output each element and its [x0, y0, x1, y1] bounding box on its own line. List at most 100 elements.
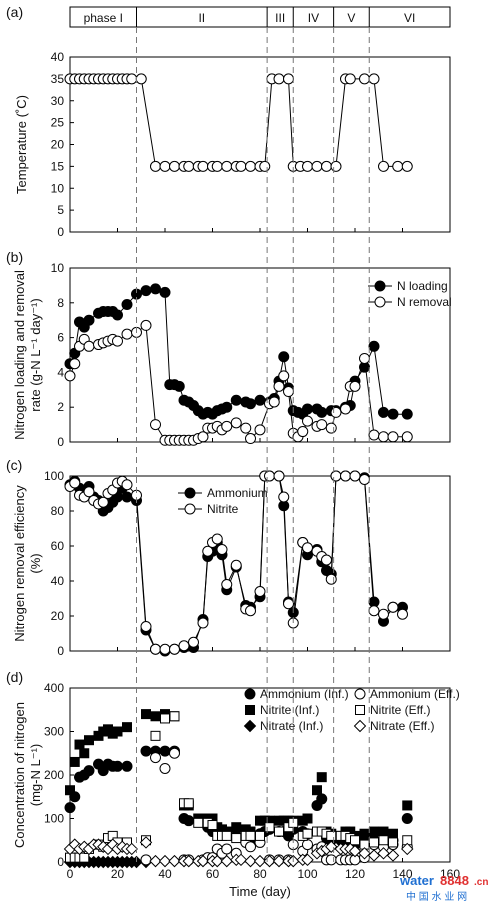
data-point [401, 813, 413, 824]
watermark-number: 8848 [440, 873, 469, 888]
panel-label: (a) [6, 4, 23, 20]
data-point [234, 853, 248, 867]
data-point [330, 406, 342, 418]
phase-label: IV [308, 11, 319, 25]
data-point [159, 745, 171, 757]
data-point [302, 839, 313, 851]
data-point [387, 408, 399, 420]
data-point [230, 417, 242, 429]
legend-marker [184, 503, 196, 515]
data-point [126, 73, 138, 85]
data-point [140, 745, 152, 757]
phase-label: III [275, 11, 285, 25]
legend-d: Ammonium (Inf.) Ammonium (Eff.) Nitrite (I… [243, 687, 460, 733]
data-point [302, 415, 313, 427]
phase-bar: phase I II III IV V VI [69, 6, 451, 28]
data-point [302, 813, 313, 824]
data-point [316, 419, 328, 431]
legend-label: Nitrate (Inf.) [260, 719, 323, 733]
data-point [141, 709, 151, 720]
data-point [330, 160, 342, 172]
data-point [325, 422, 337, 434]
data-point [121, 491, 133, 503]
data-point [83, 486, 95, 498]
data-point [350, 835, 360, 846]
data-point [140, 621, 152, 632]
data-point [255, 830, 265, 841]
data-point [83, 340, 95, 352]
data-point [278, 491, 290, 503]
data-point [220, 854, 233, 868]
data-point [378, 431, 389, 443]
panel-b: 0 2 4 6 8 10 Nitrogen loading and removal rate … [6, 249, 452, 449]
series-b-0 [64, 283, 413, 420]
legend-marker [245, 705, 255, 715]
data-point [359, 73, 370, 85]
data-point [197, 431, 209, 443]
legend-marker [243, 719, 257, 733]
data-point [368, 605, 380, 617]
data-point [274, 826, 284, 837]
ytick-label: 4 [57, 365, 64, 379]
data-point [112, 760, 123, 772]
ytick-label: 35 [51, 72, 65, 86]
data-point [159, 286, 171, 298]
data-point [231, 822, 242, 833]
data-point [121, 328, 133, 340]
data-point [401, 160, 413, 172]
data-point [83, 765, 95, 777]
phase-bar-box [69, 6, 451, 28]
data-point [183, 160, 195, 172]
data-point [245, 433, 256, 445]
data-point [297, 426, 309, 438]
legend-label: Nitrate (Eff.) [370, 719, 434, 733]
data-point [159, 160, 171, 172]
data-point [245, 830, 256, 841]
data-point [230, 559, 242, 571]
data-point [326, 830, 337, 841]
legend-label: Ammonium (Inf.) [260, 687, 349, 701]
data-point [211, 533, 223, 545]
xtick-label: 160 [440, 867, 460, 881]
data-point [140, 854, 152, 866]
data-point [150, 643, 161, 655]
data-point [221, 830, 232, 841]
data-point [169, 643, 180, 655]
data-point [369, 837, 379, 848]
data-point [121, 760, 133, 772]
data-point [273, 73, 285, 85]
data-point [273, 380, 285, 392]
data-point [283, 598, 294, 610]
data-point [397, 608, 408, 620]
ytick-label: 0 [57, 644, 64, 658]
data-point [301, 853, 314, 867]
data-point [150, 419, 161, 431]
ytick-label: 8 [57, 296, 64, 310]
ytick-label: 100 [44, 469, 64, 483]
legend-marker [374, 280, 386, 292]
data-point [183, 815, 195, 827]
legend-marker [354, 688, 366, 700]
y-axis-label: (%) [28, 553, 43, 573]
data-point [264, 822, 275, 833]
legend-marker [184, 487, 196, 499]
panel-label: (c) [6, 457, 22, 473]
x-axis-label: Time (day) [229, 884, 291, 899]
data-point [245, 398, 256, 410]
watermark-cn: 中 国 水 业 网 [406, 890, 467, 903]
ytick-label: 40 [51, 574, 65, 588]
data-point [325, 573, 337, 585]
data-point [211, 854, 224, 868]
ytick-label: 0 [57, 855, 64, 869]
data-point [64, 370, 76, 382]
data-point [387, 431, 399, 443]
legend-c: Ammonium Nitrite [178, 486, 268, 516]
panels: 0 5 10 15 20 25 30 35 40 Temperature (˚C) (a) 0 2 4 6 8… [6, 4, 460, 899]
data-point [121, 299, 133, 311]
data-point [139, 836, 153, 849]
ytick-label: 100 [44, 812, 64, 826]
data-point [79, 852, 90, 863]
data-point [183, 798, 194, 809]
data-point [254, 394, 266, 406]
